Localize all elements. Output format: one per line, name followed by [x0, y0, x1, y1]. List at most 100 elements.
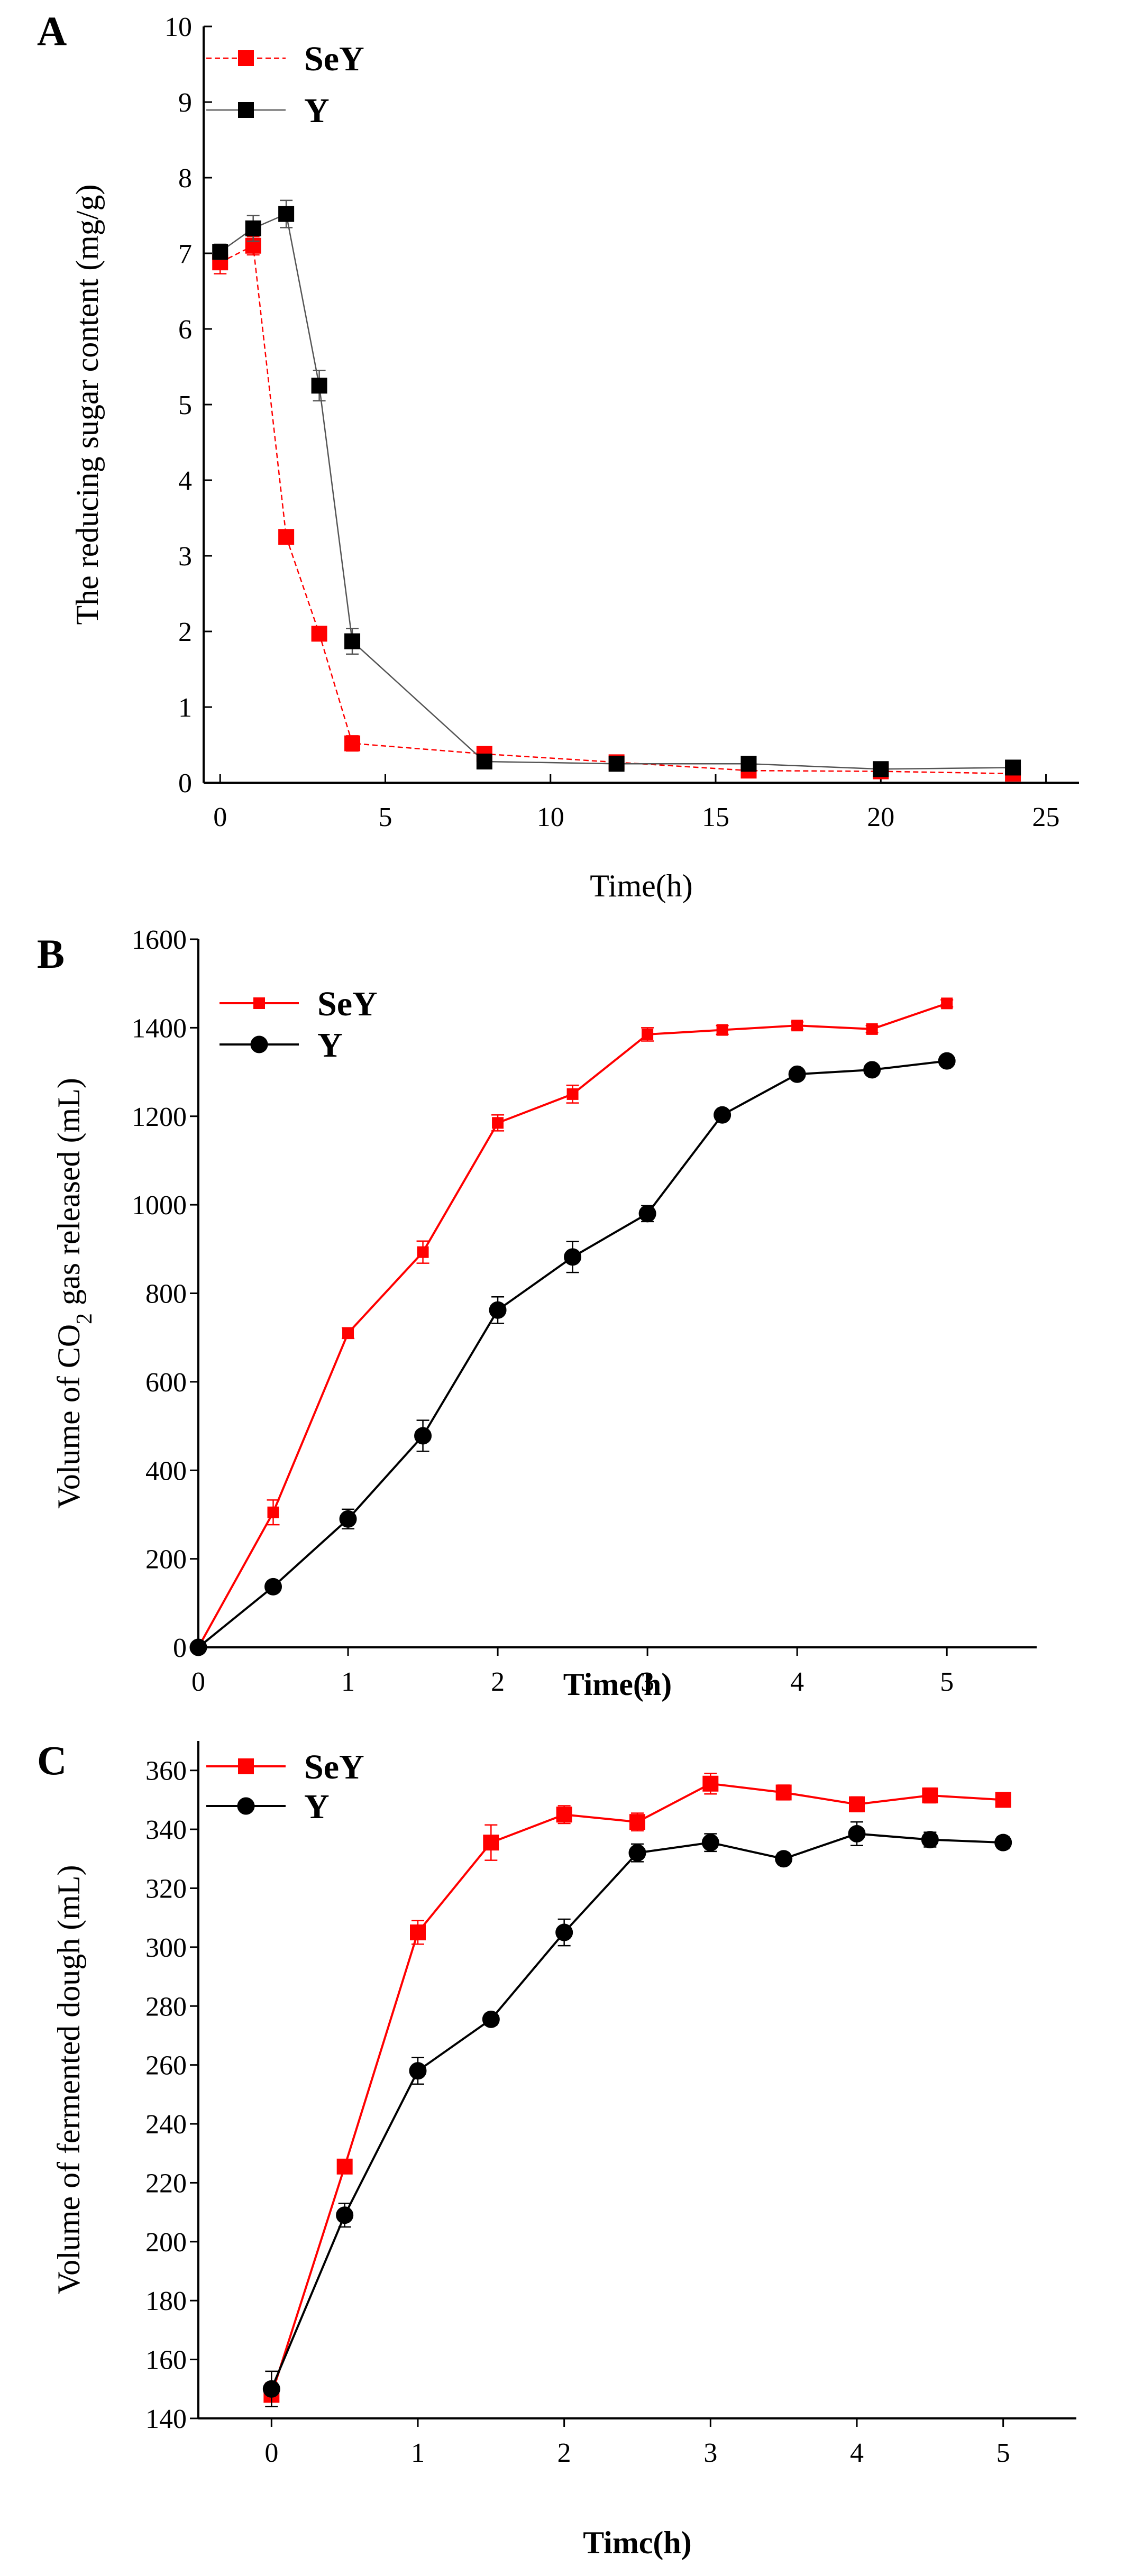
y-tick-label: 180 [145, 2286, 187, 2316]
y-tick-label: 5 [178, 390, 192, 420]
data-point-sey [342, 1327, 354, 1339]
legend-label: SeY [304, 40, 364, 78]
x-tick-label: 5 [378, 802, 392, 832]
legend-marker [238, 1758, 254, 1774]
data-point-y [714, 1106, 731, 1124]
series-line-y [270, 1832, 1003, 2390]
data-point-y [476, 753, 492, 769]
series-line-y [197, 1060, 947, 1648]
data-point-y [555, 1923, 573, 1941]
x-tick-label: 20 [867, 802, 894, 832]
series-y [262, 1821, 1012, 2407]
data-point-y [638, 1205, 656, 1223]
y-axis-title-part: gas released (mL) [51, 1078, 86, 1313]
y-axis-title: Volume of fermented dough (mL) [51, 1865, 86, 2294]
y-tick-label: 7 [178, 239, 192, 269]
y-tick-label: 0 [173, 1633, 187, 1663]
series-line-sey [270, 1782, 1003, 2396]
data-point-y [212, 244, 228, 260]
chart-panel-a: A 0 1 2 3 4 5 6 7 8 9 10 0 5 10 15 20 25 Time(h) The reduci… [37, 8, 1079, 903]
data-point-sey [702, 1775, 719, 1792]
legend-entry-y: Y [206, 1787, 330, 1826]
y-tick-label: 200 [145, 2227, 187, 2258]
data-point-y [921, 1831, 939, 1849]
data-point-y [628, 1844, 646, 1862]
data-point-y [344, 633, 361, 649]
data-point-y [564, 1248, 582, 1266]
chart-panel-b: B 0 200 400 600 800 1000 1200 1400 1600 0 1 2 3 4 5 Time… [37, 925, 1037, 1702]
data-point-y [608, 756, 625, 772]
y-tick-label: 6 [178, 315, 192, 345]
data-point-y [740, 756, 757, 772]
y-tick-label: 200 [145, 1545, 187, 1575]
y-tick-label: 1400 [132, 1013, 187, 1043]
data-point-y [863, 1061, 881, 1079]
legend-marker [238, 50, 254, 66]
y-axis-title-part: Volume of CO [51, 1324, 86, 1509]
x-tick-label: 2 [557, 2438, 571, 2468]
series-sey [193, 997, 954, 1653]
y-tick-label: 10 [164, 12, 192, 42]
x-tick-label: 25 [1032, 802, 1060, 832]
x-tick-label: 5 [940, 1667, 954, 1697]
data-point-y [489, 1301, 507, 1319]
data-point-sey [492, 1117, 504, 1129]
panel-letter: B [37, 931, 65, 977]
data-point-sey [483, 1835, 499, 1851]
legend-entry-sey: SeY [220, 985, 378, 1023]
y-tick-label: 2 [178, 617, 192, 647]
data-point-y [1005, 759, 1021, 776]
y-tick-label: 4 [178, 466, 192, 496]
y-tick-label: 340 [145, 1815, 187, 1845]
x-tick-label: 10 [537, 802, 564, 832]
data-point-y [245, 220, 261, 236]
data-point-sey [267, 1506, 279, 1518]
y-tick-label: 3 [178, 542, 192, 572]
legend-entry-sey: SeY [206, 1748, 364, 1786]
y-axis-title-part: 2 [72, 1313, 97, 1324]
data-point-sey [311, 626, 327, 642]
x-tick-label: 3 [641, 1667, 654, 1697]
series-y [189, 1052, 956, 1656]
y-axis-title: Volume of CO2 gas released (mL) [51, 1078, 97, 1509]
x-tick-label: 2 [491, 1667, 505, 1697]
data-point-sey [995, 1792, 1011, 1808]
data-point-sey [941, 997, 953, 1010]
x-tick-label: 1 [341, 1667, 355, 1697]
data-point-sey [344, 735, 361, 751]
series-y [212, 199, 1021, 777]
legend-marker [253, 997, 265, 1009]
legend-marker [250, 1035, 268, 1053]
x-tick-label: 1 [411, 2438, 425, 2468]
y-tick-label: 9 [178, 88, 192, 118]
y-tick-label: 220 [145, 2168, 187, 2198]
data-point-sey [775, 1784, 792, 1801]
legend-entry-y: Y [206, 91, 330, 130]
y-tick-label: 320 [145, 1874, 187, 1904]
data-point-sey [336, 2158, 353, 2175]
data-point-y [788, 1065, 806, 1083]
data-point-y [409, 2062, 427, 2080]
y-tick-label: 240 [145, 2110, 187, 2140]
legend-label: SeY [317, 985, 378, 1023]
x-axis-title: Time(h) [563, 1667, 672, 1702]
data-point-y [848, 1825, 866, 1842]
data-point-y [339, 1510, 357, 1528]
y-tick-label: 400 [145, 1456, 187, 1486]
y-tick-label: 260 [145, 2051, 187, 2081]
data-point-y [775, 1850, 793, 1868]
y-tick-label: 140 [145, 2404, 187, 2434]
series-sey [212, 236, 1021, 782]
data-point-y [873, 761, 889, 777]
series-line-y [220, 213, 1013, 770]
data-point-sey [417, 1246, 429, 1258]
legend-entry-sey: SeY [206, 40, 364, 78]
y-tick-label: 1000 [132, 1190, 187, 1221]
x-tick-label: 0 [213, 802, 227, 832]
data-point-y [278, 206, 295, 222]
data-point-sey [410, 1924, 426, 1941]
data-point-y [994, 1834, 1012, 1851]
legend-marker [238, 102, 254, 118]
y-tick-label: 160 [145, 2345, 187, 2376]
data-point-y [482, 2010, 500, 2028]
